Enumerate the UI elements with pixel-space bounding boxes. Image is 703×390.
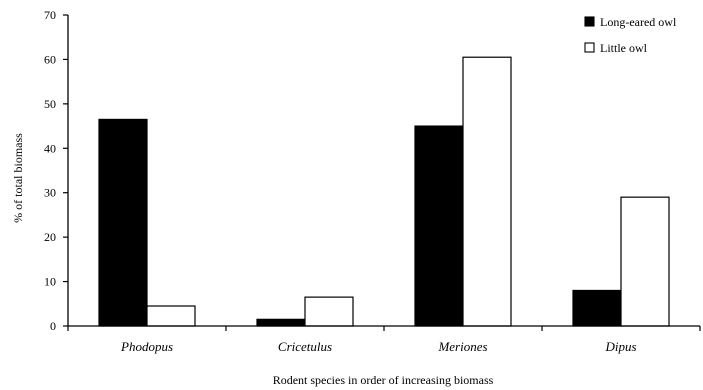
y-axis-title: % of total biomass <box>11 133 25 223</box>
y-tick-label: 10 <box>44 275 56 289</box>
y-tick-label: 40 <box>44 141 56 155</box>
bar-long-eared-owl-meriones <box>414 125 464 327</box>
legend: Long-eared owl Little owl <box>584 15 677 55</box>
y-tick-label: 30 <box>44 186 56 200</box>
x-axis-ticks <box>67 326 701 331</box>
category-label-meriones: Meriones <box>437 339 487 354</box>
category-label-phodopus: Phodopus <box>120 339 173 354</box>
legend-label-little-owl: Little owl <box>600 41 648 55</box>
y-tick-label: 20 <box>44 230 56 244</box>
category-label-cricetulus: Cricetulus <box>278 339 332 354</box>
y-tick-label: 0 <box>50 319 56 333</box>
bar-little-owl-meriones <box>462 56 512 327</box>
x-axis-title: Rodent species in order of increasing bi… <box>273 373 494 387</box>
category-label-dipus: Dipus <box>604 339 636 354</box>
bar-little-owl-phodopus <box>146 305 196 327</box>
bars <box>98 56 670 327</box>
legend-swatch-little-owl <box>584 42 595 53</box>
bar-long-eared-owl-phodopus <box>98 118 148 327</box>
y-tick-label: 50 <box>44 97 56 111</box>
bar-little-owl-cricetulus <box>304 296 354 327</box>
legend-label-long-eared-owl: Long-eared owl <box>600 15 677 29</box>
y-tick-label: 70 <box>44 8 56 22</box>
y-axis-ticks: 0 10 20 30 40 50 60 70 <box>44 8 68 333</box>
legend-swatch-long-eared-owl <box>584 16 595 27</box>
category-labels: Phodopus Cricetulus Meriones Dipus <box>120 339 637 354</box>
y-tick-label: 60 <box>44 52 56 66</box>
bar-little-owl-dipus <box>620 196 670 327</box>
bar-long-eared-owl-cricetulus <box>256 318 306 327</box>
bar-long-eared-owl-dipus <box>572 289 622 327</box>
